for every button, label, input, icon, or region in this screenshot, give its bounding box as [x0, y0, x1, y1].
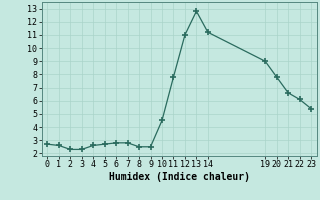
X-axis label: Humidex (Indice chaleur): Humidex (Indice chaleur) — [109, 172, 250, 182]
